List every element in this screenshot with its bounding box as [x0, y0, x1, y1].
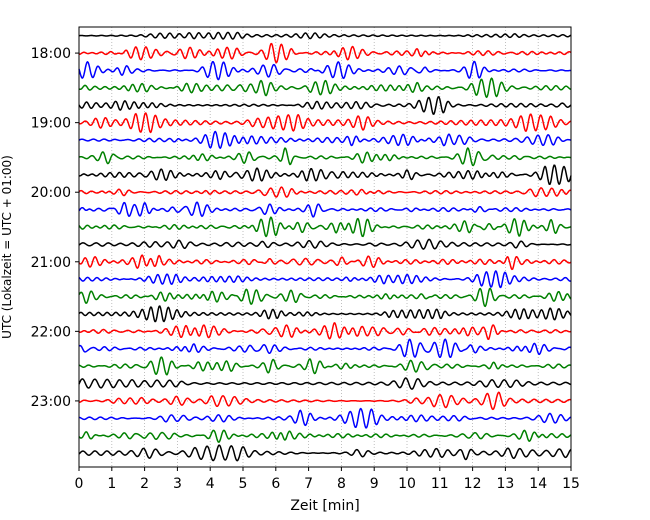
- trace-line: [78, 444, 572, 462]
- trace-line: [78, 60, 572, 81]
- seismogram-traces: [78, 31, 572, 462]
- x-tick-label: 1: [107, 476, 116, 492]
- trace-line: [78, 238, 572, 250]
- y-tick-label: 22:00: [31, 324, 71, 340]
- trace-line: [78, 130, 572, 149]
- trace-line: [78, 254, 572, 271]
- y-tick-label: 23:00: [31, 394, 71, 410]
- trace-line: [78, 216, 572, 238]
- trace-line: [78, 305, 572, 323]
- x-tick-label: 12: [464, 476, 482, 492]
- trace-line: [78, 356, 572, 376]
- trace-line: [78, 270, 572, 289]
- x-tick-label: 10: [398, 476, 416, 492]
- x-axis-label: Zeit [min]: [290, 498, 359, 514]
- y-tick-label: 19:00: [31, 116, 71, 132]
- y-axis: 18:00 19:00 20:00 21:00 22:00 23:00: [31, 46, 79, 410]
- trace-line: [78, 164, 572, 186]
- y-tick-label: 21:00: [31, 255, 71, 271]
- x-tick-label: 13: [496, 476, 514, 492]
- trace-line: [78, 31, 572, 40]
- trace-line: [78, 42, 572, 64]
- trace-line: [78, 391, 572, 411]
- trace-line: [78, 377, 572, 390]
- y-tick-label: 18:00: [31, 46, 71, 62]
- trace-line: [78, 429, 572, 443]
- trace-line: [78, 96, 572, 115]
- x-tick-label: 0: [75, 476, 84, 492]
- trace-line: [78, 322, 572, 341]
- trace-line: [78, 147, 572, 167]
- y-tick-label: 20:00: [31, 185, 71, 201]
- x-axis: 0 1 2 3 4 5 6 7 8 9 10 11 12 13 14 15: [75, 467, 580, 492]
- trace-line: [78, 287, 572, 308]
- trace-line: [78, 407, 572, 429]
- trace-line: [78, 77, 572, 99]
- trace-line: [78, 186, 572, 198]
- x-tick-label: 9: [370, 476, 379, 492]
- x-tick-label: 14: [529, 476, 547, 492]
- x-tick-label: 3: [173, 476, 182, 492]
- y-axis-label: UTC (Lokalzeit = UTC + 01:00): [0, 155, 14, 339]
- trace-line: [78, 112, 572, 134]
- x-tick-label: 11: [431, 476, 449, 492]
- x-tick-label: 7: [304, 476, 313, 492]
- plot-frame: [78, 26, 572, 468]
- x-tick-label: 15: [562, 476, 580, 492]
- x-tick-label: 5: [239, 476, 248, 492]
- trace-line: [78, 338, 572, 359]
- x-tick-label: 6: [271, 476, 280, 492]
- trace-line: [78, 201, 572, 218]
- x-tick-label: 2: [140, 476, 149, 492]
- x-tick-label: 8: [337, 476, 346, 492]
- x-tick-label: 4: [206, 476, 215, 492]
